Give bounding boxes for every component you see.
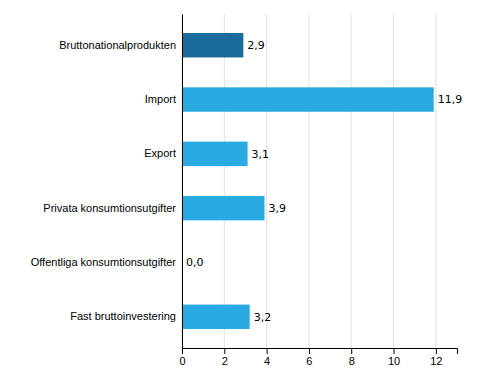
x-axis-line xyxy=(183,349,458,355)
x-tick-label: 8 xyxy=(349,355,355,367)
grid-line xyxy=(308,14,309,348)
data-label: 2,9 xyxy=(247,39,265,52)
x-tick-label: 6 xyxy=(306,355,312,367)
grid-line xyxy=(435,14,436,348)
x-axis: 0 2 4 6 8 10 12 xyxy=(179,348,457,367)
bar xyxy=(182,33,243,57)
y-axis: Fast bruttoinvestering Offentliga konsumt… xyxy=(31,15,183,349)
y-axis-line xyxy=(182,15,183,349)
y-tick-label: Fast bruttoinvestering xyxy=(70,310,176,322)
bar xyxy=(182,196,265,220)
x-tick-label: 4 xyxy=(264,355,270,367)
chart: 0 2 4 6 8 10 12 Fast bruttoinvestering Offentlig… xyxy=(0,0,491,378)
y-tick: Import xyxy=(145,93,182,105)
x-tick: 4 xyxy=(264,348,270,367)
y-tick: Privata konsumtionsutgifter xyxy=(43,202,182,214)
x-tick-mark xyxy=(309,348,310,354)
x-tick: 10 xyxy=(388,348,400,367)
x-tick: 2 xyxy=(222,348,228,367)
x-tick: 8 xyxy=(349,348,355,367)
x-tick: 0 xyxy=(179,348,185,367)
x-tick-label: 0 xyxy=(179,355,185,367)
grid-line xyxy=(266,14,267,348)
data-label: 3,9 xyxy=(269,202,287,215)
grid-line xyxy=(351,14,352,348)
bar xyxy=(182,142,248,166)
data-label: 3,2 xyxy=(254,311,272,324)
y-tick: Fast bruttoinvestering xyxy=(70,310,182,322)
grid xyxy=(182,14,436,348)
data-labels: 3,2 0,0 3,9 3,1 11,9 2,9 xyxy=(186,39,462,324)
y-tick-label: Bruttonationalprodukten xyxy=(59,39,176,51)
grid-line xyxy=(393,14,394,348)
grid-line xyxy=(182,14,183,348)
x-tick-label: 10 xyxy=(388,355,400,367)
x-tick-mark xyxy=(394,348,395,354)
x-tick-mark xyxy=(182,348,183,354)
y-tick-label: Export xyxy=(144,147,176,159)
y-tick-label: Import xyxy=(145,93,176,105)
bar xyxy=(182,305,250,329)
y-tick-label: Offentliga konsumtionsutgifter xyxy=(31,256,177,268)
x-tick-mark xyxy=(224,348,225,354)
y-tick: Export xyxy=(144,147,182,159)
data-label: 0,0 xyxy=(186,256,204,269)
data-label: 3,1 xyxy=(252,148,269,161)
x-tick-mark xyxy=(351,348,352,354)
x-tick-label: 2 xyxy=(222,355,228,367)
x-tick-label: 12 xyxy=(430,355,442,367)
grid-line xyxy=(224,14,225,348)
y-tick: Offentliga konsumtionsutgifter xyxy=(31,256,182,268)
x-tick-mark xyxy=(267,348,268,354)
y-tick: Bruttonationalprodukten xyxy=(59,39,182,51)
bars xyxy=(182,33,434,329)
y-tick-label: Privata konsumtionsutgifter xyxy=(43,202,176,214)
x-tick: 12 xyxy=(430,348,442,367)
x-tick-mark xyxy=(436,348,437,354)
plot: 0 2 4 6 8 10 12 Fast bruttoinvestering Offentlig… xyxy=(31,14,463,367)
x-tick: 6 xyxy=(306,348,312,367)
bar xyxy=(182,87,434,111)
data-label: 11,9 xyxy=(438,93,463,106)
